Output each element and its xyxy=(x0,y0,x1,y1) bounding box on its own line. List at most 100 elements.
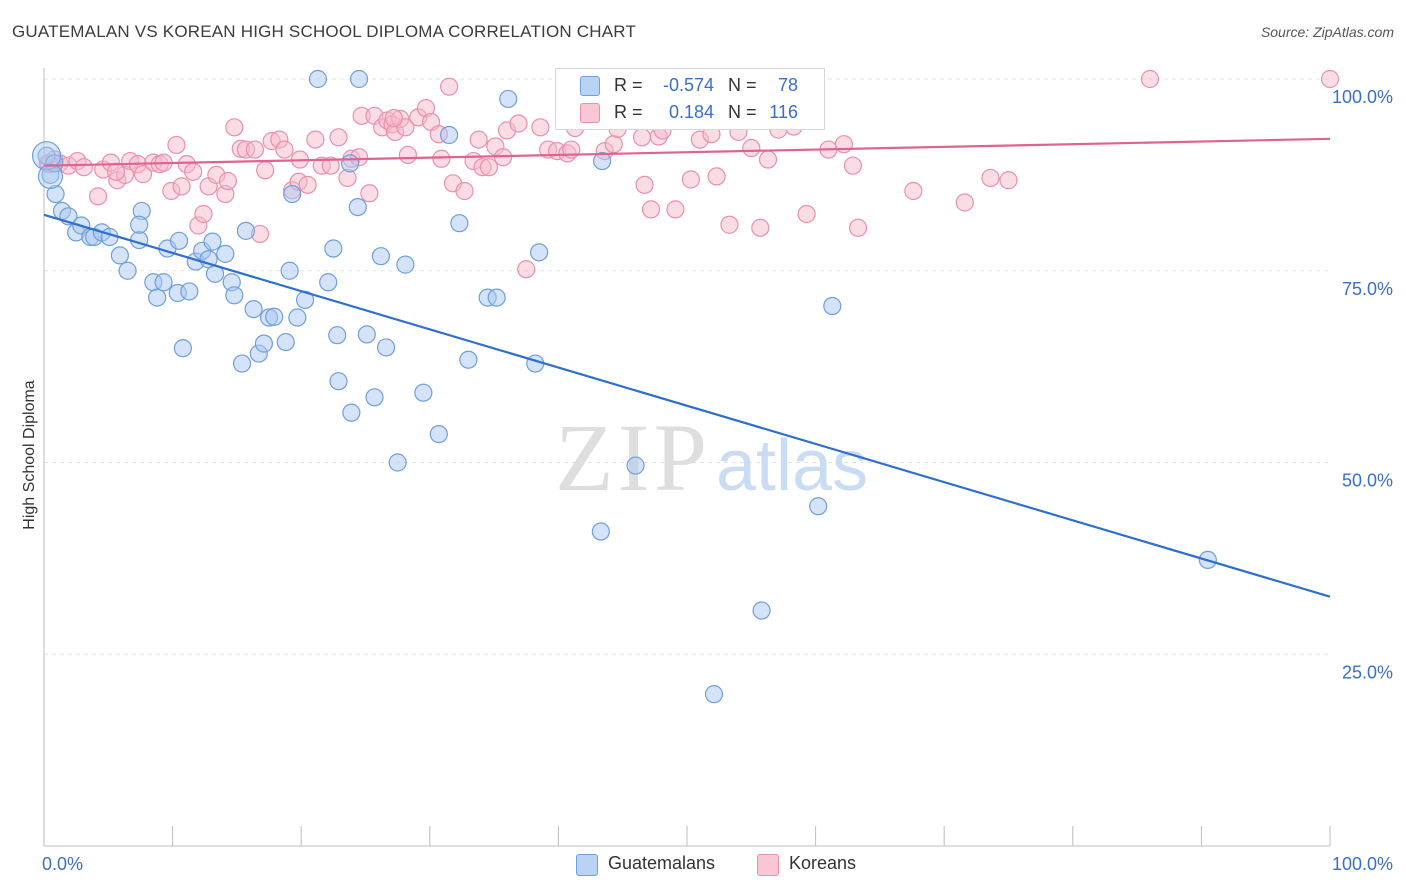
trend-lines xyxy=(43,137,1331,598)
y-tick-label: 75.0% xyxy=(1342,279,1393,299)
n-label: N = xyxy=(728,75,757,95)
point-guatemalan xyxy=(593,151,612,171)
n-value: 78 xyxy=(777,75,798,95)
point-korean xyxy=(720,215,739,234)
point-guatemalan xyxy=(348,197,367,217)
x-tick-label: 0.0% xyxy=(42,854,83,874)
point-korean xyxy=(999,171,1018,190)
point-korean xyxy=(432,149,451,168)
point-guatemalan xyxy=(349,69,369,89)
point-korean xyxy=(1140,69,1160,89)
point-guatemalan xyxy=(254,334,274,353)
point-guatemalan xyxy=(439,125,459,145)
point-korean xyxy=(751,218,770,237)
point-korean xyxy=(635,175,654,194)
point-korean xyxy=(797,204,816,224)
stats-row-guatemalans: R = -0.574 N = 78 xyxy=(556,73,824,99)
point-guatemalan xyxy=(308,69,328,89)
point-korean xyxy=(531,118,550,137)
point-guatemalan xyxy=(180,282,199,301)
n-value: 116 xyxy=(769,102,798,122)
stats-legend: R = -0.574 N = 78 R = 0.184 N = 116 xyxy=(555,68,825,130)
point-guatemalan xyxy=(752,601,771,620)
point-guatemalan xyxy=(283,184,302,204)
point-guatemalan xyxy=(288,308,307,327)
point-korean xyxy=(225,118,244,137)
point-korean xyxy=(758,150,778,169)
point-guatemalan xyxy=(130,215,149,234)
point-korean xyxy=(218,171,237,191)
point-guatemalan xyxy=(173,339,192,358)
point-korean xyxy=(707,167,726,186)
point-korean xyxy=(256,161,275,180)
series-legend: Guatemalans Koreans xyxy=(0,852,1406,878)
point-korean xyxy=(455,181,474,201)
point-korean xyxy=(172,177,191,196)
point-korean xyxy=(955,193,974,212)
point-guatemalan xyxy=(265,307,284,326)
point-korean xyxy=(517,260,536,279)
guatemalans-swatch xyxy=(576,854,598,876)
point-korean xyxy=(981,168,1000,188)
trend-line-guatemalans xyxy=(43,213,1331,598)
point-guatemalan xyxy=(388,453,407,472)
point-guatemalan xyxy=(280,261,299,280)
point-guatemalan xyxy=(169,231,189,250)
point-korean xyxy=(184,162,203,181)
point-korean xyxy=(843,156,862,175)
point-guatemalan xyxy=(118,261,137,280)
point-guatemalan xyxy=(203,232,222,251)
point-korean xyxy=(1320,69,1340,89)
x-tick-label: 100.0% xyxy=(1332,854,1393,874)
point-guatemalan xyxy=(626,456,645,475)
koreans-swatch xyxy=(580,103,600,123)
point-guatemalan xyxy=(244,300,263,319)
point-korean xyxy=(848,218,868,237)
point-guatemalan xyxy=(232,354,252,373)
axes xyxy=(43,68,1331,847)
point-korean xyxy=(298,175,317,194)
y-tick-label: 25.0% xyxy=(1342,662,1393,682)
point-guatemalan xyxy=(371,247,391,266)
watermark: ZIP atlas xyxy=(555,404,868,511)
point-korean xyxy=(742,138,761,158)
point-korean xyxy=(245,140,265,159)
n-label: N = xyxy=(728,102,757,122)
point-guatemalan xyxy=(130,230,149,250)
y-tick-label: 100.0% xyxy=(1332,87,1393,107)
point-guatemalan xyxy=(429,425,448,444)
r-label: R = xyxy=(614,102,643,122)
point-guatemalan xyxy=(148,288,167,307)
point-korean xyxy=(133,165,153,184)
point-guatemalan xyxy=(591,522,610,541)
point-guatemalan xyxy=(328,326,347,345)
point-korean xyxy=(275,140,294,159)
point-korean xyxy=(666,200,685,219)
legend-label-koreans: Koreans xyxy=(789,853,857,873)
point-guatemalan xyxy=(340,154,360,173)
point-guatemalan xyxy=(37,163,64,190)
point-korean xyxy=(479,158,499,177)
point-korean xyxy=(360,184,379,203)
guatemalans-swatch xyxy=(580,76,600,96)
point-guatemalan xyxy=(414,383,433,402)
point-guatemalan xyxy=(46,184,65,204)
point-guatemalan xyxy=(487,288,506,307)
point-korean xyxy=(604,135,623,154)
point-korean xyxy=(384,109,403,128)
point-guatemalan xyxy=(459,350,478,369)
source-label: Source: ZipAtlas.com xyxy=(1260,24,1394,40)
r-label: R = xyxy=(614,75,643,95)
point-guatemalan xyxy=(450,214,469,233)
point-korean xyxy=(321,156,340,175)
point-guatemalan xyxy=(823,296,842,316)
point-korean xyxy=(106,162,126,181)
point-korean xyxy=(167,135,186,155)
trend-line-koreans xyxy=(43,137,1331,167)
point-guatemalan xyxy=(319,273,338,292)
point-guatemalan xyxy=(216,244,235,263)
point-korean xyxy=(306,130,325,149)
point-korean xyxy=(904,181,923,201)
koreans-swatch xyxy=(757,854,779,876)
